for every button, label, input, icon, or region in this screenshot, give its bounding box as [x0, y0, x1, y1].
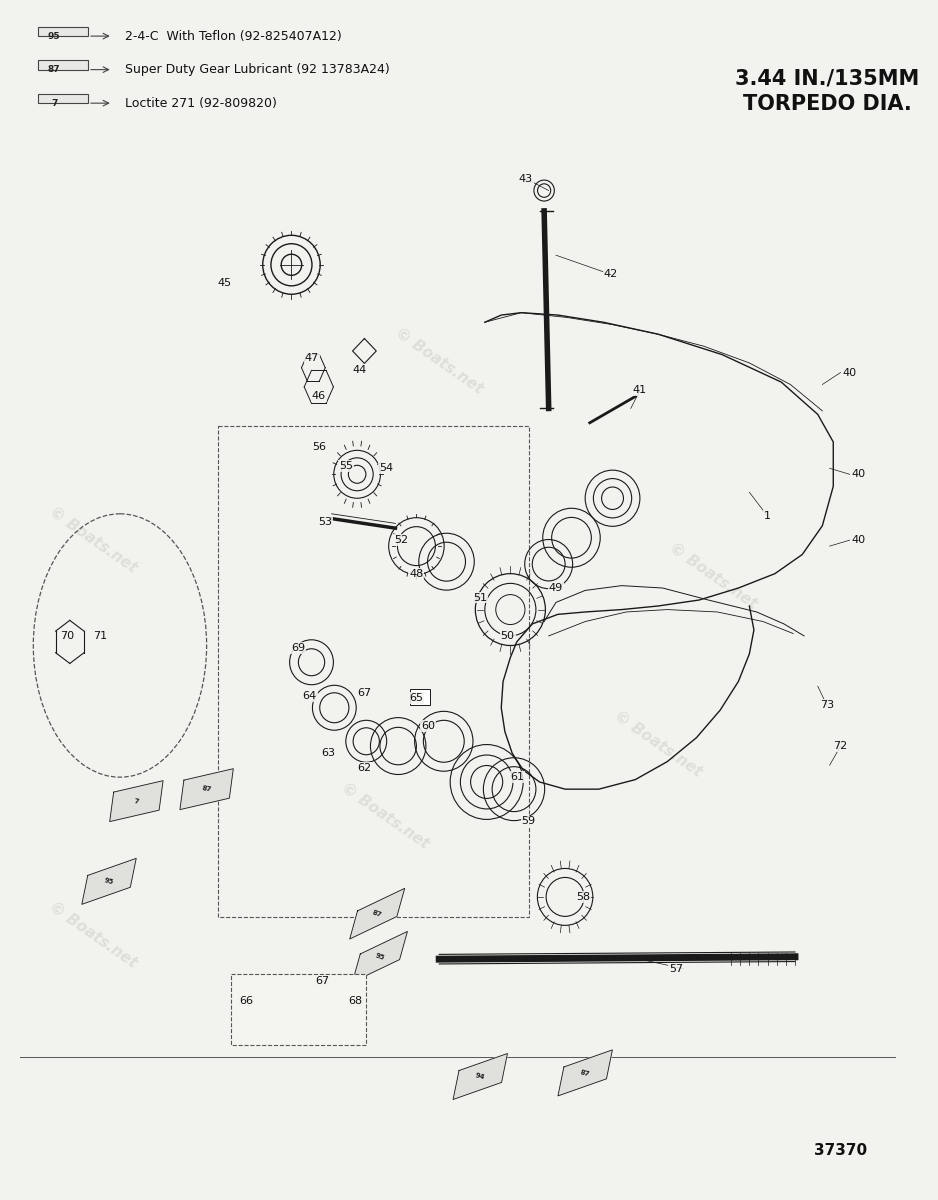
Text: 87: 87: [48, 65, 61, 74]
Bar: [38, 60, 88, 70]
Text: Super Duty Gear Lubricant (92 13783A24): Super Duty Gear Lubricant (92 13783A24): [125, 64, 389, 76]
Text: 57: 57: [670, 964, 684, 973]
Text: 42: 42: [603, 269, 618, 280]
Text: 50: 50: [501, 631, 515, 641]
Text: 73: 73: [820, 701, 834, 710]
Text: 63: 63: [321, 749, 335, 758]
Bar: [38, 26, 88, 36]
Text: 46: 46: [311, 391, 325, 402]
Text: 94: 94: [475, 1073, 486, 1081]
Text: 64: 64: [303, 691, 317, 701]
Text: 54: 54: [379, 463, 393, 473]
Text: 7: 7: [51, 98, 57, 108]
Bar: [410, 689, 431, 706]
Polygon shape: [453, 1054, 507, 1099]
Text: © Boats.net: © Boats.net: [46, 504, 140, 576]
Text: 43: 43: [519, 174, 533, 184]
Text: 59: 59: [522, 816, 536, 827]
Text: 2-4-C  With Teflon (92-825407A12): 2-4-C With Teflon (92-825407A12): [125, 30, 341, 43]
Polygon shape: [110, 781, 163, 822]
Text: 66: 66: [239, 996, 253, 1006]
Text: 87: 87: [371, 910, 383, 918]
Text: 69: 69: [291, 643, 305, 653]
Text: 61: 61: [509, 772, 523, 782]
Text: 52: 52: [394, 535, 408, 545]
Text: © Boats.net: © Boats.net: [338, 780, 431, 851]
Polygon shape: [350, 888, 404, 938]
Polygon shape: [353, 931, 407, 982]
Text: 47: 47: [305, 353, 319, 364]
Text: 40: 40: [852, 535, 866, 545]
Text: 70: 70: [60, 631, 74, 641]
Text: 51: 51: [474, 593, 487, 602]
Text: 95: 95: [374, 953, 386, 961]
Polygon shape: [180, 769, 234, 810]
Text: 72: 72: [834, 742, 848, 751]
Text: 62: 62: [357, 763, 371, 773]
Text: 68: 68: [348, 996, 362, 1006]
Text: 48: 48: [409, 569, 424, 578]
Text: Loctite 271 (92-809820): Loctite 271 (92-809820): [125, 97, 277, 109]
Text: 65: 65: [409, 694, 423, 703]
Text: 3.44 IN./135MM
TORPEDO DIA.: 3.44 IN./135MM TORPEDO DIA.: [734, 68, 919, 114]
Text: © Boats.net: © Boats.net: [46, 899, 140, 971]
FancyBboxPatch shape: [232, 973, 366, 1045]
Text: 87: 87: [202, 785, 212, 793]
Text: 58: 58: [576, 892, 590, 902]
Text: 60: 60: [421, 721, 435, 731]
Text: 71: 71: [93, 631, 107, 641]
Text: 95: 95: [48, 31, 61, 41]
Text: 1: 1: [764, 511, 771, 521]
Text: © Boats.net: © Boats.net: [392, 325, 486, 396]
Text: © Boats.net: © Boats.net: [612, 708, 704, 780]
Text: 40: 40: [842, 367, 856, 378]
Text: 53: 53: [318, 517, 332, 527]
Text: 40: 40: [852, 469, 866, 479]
Text: 56: 56: [311, 442, 325, 451]
Polygon shape: [82, 858, 136, 905]
Text: 37370: 37370: [814, 1144, 867, 1158]
Text: 44: 44: [353, 365, 367, 376]
Text: 55: 55: [340, 461, 354, 470]
Text: 95: 95: [103, 877, 114, 886]
Bar: [38, 94, 88, 103]
Text: 87: 87: [580, 1069, 591, 1078]
Text: 7: 7: [133, 798, 140, 804]
Text: 67: 67: [357, 689, 371, 698]
Text: 49: 49: [549, 583, 563, 593]
Text: 41: 41: [633, 385, 647, 396]
Text: 45: 45: [218, 277, 232, 288]
Polygon shape: [558, 1050, 613, 1096]
Text: 67: 67: [315, 976, 329, 985]
Text: © Boats.net: © Boats.net: [666, 540, 760, 612]
